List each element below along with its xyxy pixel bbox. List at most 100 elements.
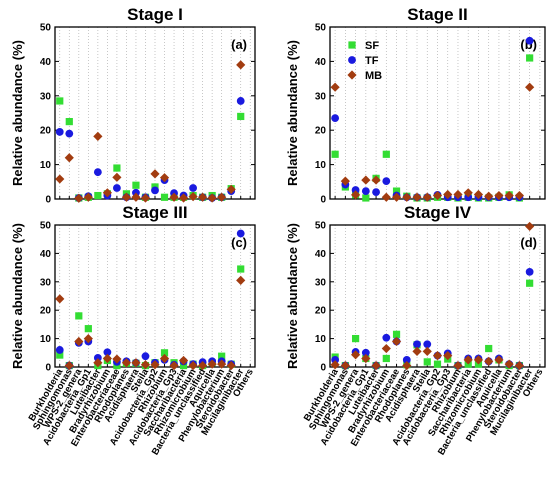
data-point-tf	[93, 354, 102, 362]
panel-title: Stage I	[127, 5, 183, 24]
y-axis-label: Relative abundance (%)	[285, 40, 300, 186]
series-tf	[331, 267, 534, 370]
data-point-mb	[504, 190, 514, 201]
data-point-mb	[169, 192, 179, 202]
ytick-label: 50	[40, 23, 52, 34]
data-point-sf	[84, 325, 92, 333]
data-point-sf	[56, 351, 64, 359]
data-point-tf	[331, 114, 340, 123]
series-sf	[331, 279, 534, 370]
data-point-tf	[361, 348, 370, 357]
data-point-mb	[473, 355, 484, 365]
data-point-sf	[351, 335, 360, 343]
panel-title: Stage III	[122, 203, 187, 222]
data-point-sf	[485, 344, 493, 353]
series-tf	[55, 97, 245, 202]
data-point-sf	[113, 164, 121, 172]
y-axis-label: Relative abundance (%)	[10, 223, 25, 369]
ytick-label: 50	[315, 23, 327, 34]
data-point-sf	[94, 191, 102, 200]
data-point-tf	[413, 340, 421, 349]
data-point-mb	[188, 191, 198, 202]
legend: SF TF MB	[347, 40, 382, 82]
data-point-tf	[113, 184, 121, 192]
data-point-mb	[226, 184, 236, 194]
data-point-mb	[207, 193, 217, 203]
data-point-sf	[526, 279, 534, 287]
data-point-mb	[159, 173, 170, 183]
ytick-label: 30	[315, 91, 327, 102]
ytick-label: 0	[320, 363, 326, 374]
data-point-mb	[217, 192, 227, 202]
data-point-mb	[93, 358, 103, 368]
ytick-label: 20	[315, 306, 327, 317]
data-point-mb	[236, 60, 246, 70]
data-point-mb	[140, 360, 151, 370]
data-point-tf	[331, 356, 340, 364]
data-point-tf	[236, 229, 245, 238]
data-point-tf	[525, 36, 534, 45]
data-point-mb	[55, 294, 65, 304]
series-mb	[55, 275, 246, 371]
data-point-mb	[112, 354, 122, 364]
data-point-mb	[102, 188, 112, 198]
data-point-sf	[218, 352, 226, 360]
data-point-mb	[178, 355, 189, 366]
data-point-mb	[514, 190, 525, 201]
data-point-tf	[236, 97, 245, 105]
data-point-mb	[494, 190, 504, 201]
data-point-mb	[64, 360, 74, 371]
ytick-label: 10	[315, 334, 327, 345]
panel-label: (c)	[231, 235, 247, 250]
ytick-label: 10	[40, 334, 52, 345]
ytick-label: 0	[45, 195, 51, 206]
data-point-sf	[392, 187, 401, 195]
data-point-mb	[198, 192, 208, 202]
data-point-mb	[83, 192, 93, 202]
panel-1: 0 10 20 30 40 50 Stage I (a) Relative abundance …	[10, 5, 256, 206]
data-point-mb	[159, 353, 170, 364]
data-point-mb	[236, 275, 246, 285]
legend-label: SF	[365, 40, 379, 52]
data-point-tf	[55, 346, 64, 354]
data-point-mb	[350, 350, 361, 360]
data-point-mb	[121, 358, 132, 368]
series-sf	[56, 97, 245, 202]
data-point-mb	[93, 131, 103, 141]
data-point-mb	[178, 193, 189, 203]
data-point-mb	[55, 174, 65, 184]
data-point-mb	[198, 360, 208, 371]
series-sf	[331, 54, 534, 202]
ytick-label: 20	[40, 126, 52, 137]
data-point-mb	[83, 334, 93, 344]
data-point-mb	[412, 346, 422, 356]
data-point-mb	[525, 82, 535, 92]
data-point-sf	[382, 150, 390, 158]
legend-marker-tf	[348, 56, 356, 64]
data-point-tf	[189, 184, 197, 192]
data-point-mb	[102, 353, 112, 364]
data-point-sf	[382, 354, 390, 363]
data-point-tf	[103, 348, 112, 357]
data-point-tf	[525, 267, 534, 276]
data-point-sf	[160, 193, 169, 201]
data-point-mb	[121, 192, 132, 202]
data-point-sf	[65, 118, 73, 126]
data-point-mb	[381, 192, 391, 202]
data-point-tf	[382, 177, 391, 186]
ytick-label: 10	[40, 160, 52, 171]
data-point-sf	[526, 54, 534, 62]
data-point-mb	[188, 360, 198, 371]
data-point-tf	[93, 168, 102, 177]
data-point-mb	[443, 351, 453, 361]
data-point-sf	[392, 330, 401, 338]
data-point-tf	[372, 188, 380, 197]
data-point-mb	[340, 360, 350, 371]
data-point-tf	[151, 186, 159, 195]
data-point-mb	[140, 193, 151, 203]
data-point-mb	[473, 189, 484, 200]
data-point-tf	[65, 129, 74, 138]
data-point-sf	[75, 312, 83, 320]
